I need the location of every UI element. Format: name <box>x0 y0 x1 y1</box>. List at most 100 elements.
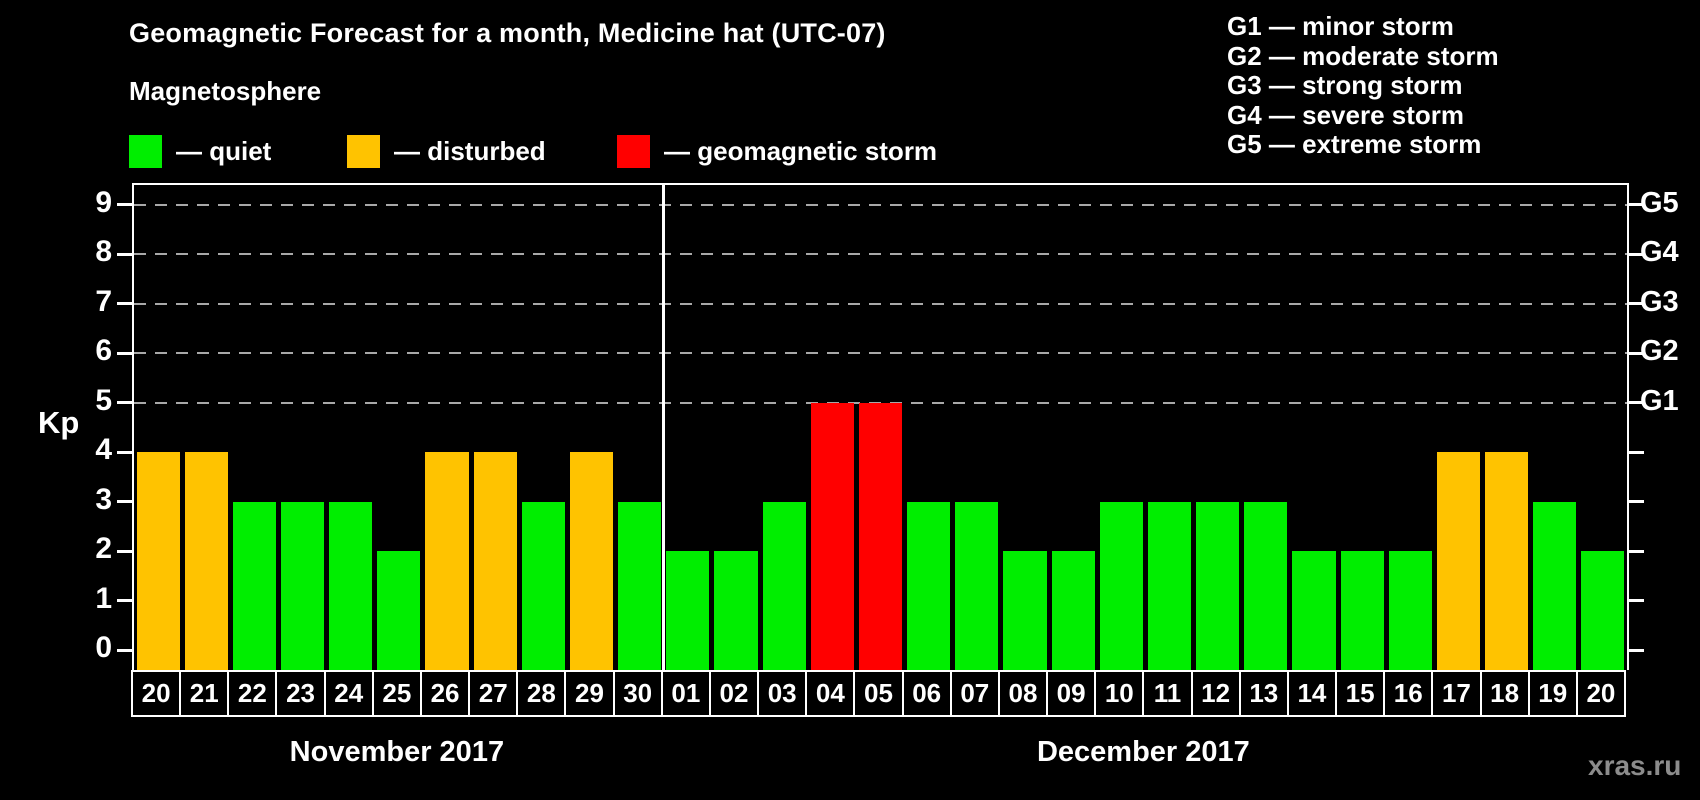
y-tick-label-9: 9 <box>95 185 112 219</box>
kp-bar-04 <box>810 402 854 670</box>
left-tick-2 <box>117 549 132 553</box>
day-label-30: 30 <box>612 670 663 717</box>
day-label-18: 18 <box>1479 670 1530 717</box>
kp-bar-10 <box>1099 501 1143 670</box>
left-tick-1 <box>117 599 132 603</box>
y-tick-label-6: 6 <box>95 334 112 368</box>
y-tick-label-7: 7 <box>95 284 112 318</box>
day-label-03: 03 <box>757 670 808 717</box>
y-tick-label-2: 2 <box>95 532 112 566</box>
day-label-20: 20 <box>131 670 182 717</box>
kp-bar-11 <box>1147 501 1192 670</box>
day-label-17: 17 <box>1431 670 1482 717</box>
kp-bar-30 <box>618 501 662 670</box>
kp-bar-08 <box>1003 551 1047 670</box>
kp-bar-25 <box>377 551 421 670</box>
g1-legend-line: G1 — minor storm <box>1227 11 1454 41</box>
kp-bar-14 <box>1292 551 1336 670</box>
gridline-kp9 <box>134 203 1627 206</box>
page-title: Geomagnetic Forecast for a month, Medici… <box>129 18 886 48</box>
day-label-25: 25 <box>371 670 422 717</box>
right-tick-0 <box>1629 648 1644 652</box>
legend-item-storm: — geomagnetic storm <box>617 134 937 168</box>
right-tick-2 <box>1629 549 1644 553</box>
g-label-G4: G4 <box>1640 236 1679 269</box>
kp-bar-13 <box>1244 501 1288 670</box>
left-tick-4 <box>117 450 132 454</box>
left-tick-3 <box>117 500 132 504</box>
day-label-02: 02 <box>708 670 760 717</box>
magnetosphere-label: Magnetosphere <box>129 76 322 106</box>
kp-bar-01 <box>666 551 710 670</box>
g2-legend-line: G2 — moderate storm <box>1227 40 1499 71</box>
day-label-04: 04 <box>805 670 856 717</box>
gridline-kp7 <box>134 302 1627 305</box>
kp-bar-24 <box>329 501 373 670</box>
g4-legend-line: G4 — severe storm <box>1227 99 1465 130</box>
kp-bar-19 <box>1533 501 1577 670</box>
left-tick-0 <box>117 648 132 652</box>
legend-label-quiet: — quiet <box>176 135 272 166</box>
left-tick-7 <box>117 302 132 306</box>
day-label-08: 08 <box>997 670 1049 717</box>
day-label-06: 06 <box>901 670 952 717</box>
day-label-19: 19 <box>1527 670 1578 717</box>
right-tick-5 <box>1629 401 1644 405</box>
kp-bar-27 <box>473 452 517 670</box>
kp-bar-22 <box>232 501 276 670</box>
right-tick-6 <box>1629 351 1644 355</box>
right-tick-9 <box>1629 203 1644 207</box>
day-label-12: 12 <box>1190 670 1241 717</box>
storm-swatch <box>617 134 650 168</box>
left-tick-9 <box>117 203 132 207</box>
day-axis-row: 20 21 22 23 24 25 26 27 28 29 30 01 02 03 04 05 06 07 08 09… <box>131 670 1629 717</box>
legend-label-storm: — geomagnetic storm <box>664 135 938 166</box>
kp-bar-02 <box>714 551 758 670</box>
g-label-G5: G5 <box>1640 186 1679 219</box>
kp-bar-26 <box>425 452 469 670</box>
legend-item-quiet: — quiet <box>129 134 271 168</box>
day-label-21: 21 <box>179 670 230 717</box>
day-label-27: 27 <box>468 670 519 717</box>
kp-bar-03 <box>762 501 806 670</box>
day-label-22: 22 <box>227 670 278 717</box>
day-label-29: 29 <box>564 670 615 717</box>
kp-bar-16 <box>1388 551 1432 670</box>
right-tick-8 <box>1629 252 1644 256</box>
day-label-07: 07 <box>949 670 1000 717</box>
g3-legend-line: G3 — strong storm <box>1227 70 1463 100</box>
day-label-05: 05 <box>853 670 904 717</box>
kp-bar-23 <box>280 501 325 670</box>
right-tick-4 <box>1629 450 1644 454</box>
left-tick-6 <box>117 351 132 355</box>
disturbed-swatch <box>347 134 380 168</box>
day-label-28: 28 <box>516 670 567 717</box>
plot-area <box>117 183 1644 670</box>
day-label-23: 23 <box>275 670 326 717</box>
y-tick-label-5: 5 <box>95 383 112 417</box>
day-label-13: 13 <box>1238 670 1289 717</box>
kp-bar-17 <box>1436 452 1480 670</box>
y-tick-label-4: 4 <box>95 433 112 467</box>
day-label-26: 26 <box>419 670 471 717</box>
day-label-10: 10 <box>1094 670 1145 717</box>
gridline-kp6 <box>134 352 1627 355</box>
legend-label-disturbed: — disturbed <box>394 135 546 166</box>
g-scale-legend: G1 — minor storm G2 — moderate storm G3 … <box>1227 11 1499 160</box>
quiet-swatch <box>129 134 162 168</box>
right-tick-7 <box>1629 302 1644 306</box>
y-tick-label-0: 0 <box>95 631 112 665</box>
day-label-01: 01 <box>660 670 711 717</box>
right-tick-3 <box>1629 500 1644 504</box>
g5-legend-line: G5 — extreme storm <box>1227 129 1482 159</box>
kp-bar-29 <box>569 452 614 670</box>
watermark: xras.ru <box>1588 750 1682 781</box>
day-label-11: 11 <box>1142 670 1193 717</box>
kp-bar-05 <box>858 402 903 670</box>
legend-item-disturbed: — disturbed <box>347 134 546 168</box>
month-label: December 2017 <box>1036 736 1250 768</box>
gridline-kp8 <box>134 253 1627 256</box>
kp-bar-12 <box>1196 501 1240 670</box>
right-tick-1 <box>1629 599 1644 603</box>
